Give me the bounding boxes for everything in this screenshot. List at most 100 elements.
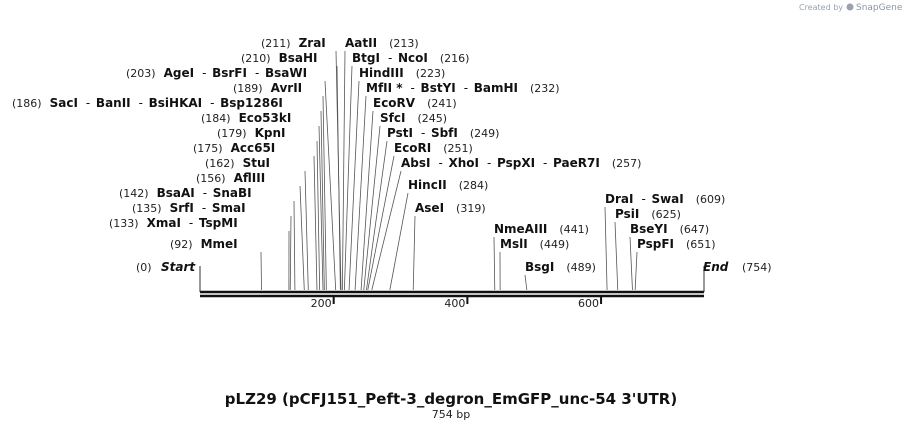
site-row-right-2: (223) HindIII	[359, 66, 445, 80]
enzyme-name: BsrFI	[212, 66, 247, 80]
leader-line-right-14	[604, 206, 608, 291]
end-label: End	[703, 260, 729, 274]
enzyme-name: BsaHI	[279, 51, 318, 65]
site-row-left-4: (186) SacI - BanII - BsiHKAI - Bsp1286I	[12, 96, 283, 110]
site-position: (189)	[233, 82, 263, 95]
leader-line-right-1	[343, 65, 353, 291]
snapgene-logo-icon	[846, 3, 854, 11]
site-position: (186)	[12, 97, 42, 110]
enzyme-name: AvrII	[271, 81, 303, 95]
enzyme-name: BamHI	[474, 81, 518, 95]
enzyme-name: HincII	[408, 178, 447, 192]
enzyme-name: NmeAIII	[494, 222, 547, 236]
leader-line-right-0	[341, 50, 346, 291]
leader-line-left-2	[324, 80, 337, 291]
enzyme-name: SfcI	[380, 111, 405, 125]
site-position: (135)	[132, 202, 162, 215]
site-row-right-1: (216) BtgI - NcoI	[352, 51, 469, 65]
enzyme-name: XmaI	[147, 216, 181, 230]
site-row-right-6: (249) PstI - SbfI	[387, 126, 499, 140]
site-separator: -	[139, 96, 143, 110]
tick-label-600: 600	[578, 297, 599, 310]
enzyme-name: MmeI	[201, 237, 238, 251]
site-position: (609)	[696, 193, 726, 206]
brand-name: SnapGene	[856, 3, 903, 13]
site-position: (179)	[217, 127, 247, 140]
site-row-left-1: (210) BsaHI	[241, 51, 318, 65]
site-position: (156)	[196, 172, 226, 185]
plasmid-title: pLZ29 (pCFJ151_Peft-3_degron_EmGFP_unc-5…	[225, 390, 677, 408]
site-row-right-5: (245) SfcI	[380, 111, 447, 125]
leader-line-left-10	[293, 200, 296, 291]
enzyme-name: BsaAI	[157, 186, 195, 200]
site-row-left-12: (133) XmaI - TspMI	[109, 216, 238, 230]
site-position: (449)	[540, 238, 570, 251]
site-row-left-2: (203) AgeI - BsrFI - BsaWI	[126, 66, 307, 80]
site-row-right-0: (213) AatII	[345, 36, 419, 50]
site-row-left-6: (179) KpnI	[217, 126, 286, 140]
site-separator: -	[202, 201, 206, 215]
leader-line-right-6	[366, 140, 388, 291]
leader-line-left-3	[322, 95, 327, 291]
site-position: (647)	[680, 223, 710, 236]
site-position: (211)	[261, 37, 291, 50]
site-position: (210)	[241, 52, 271, 65]
enzyme-name: TspMI	[199, 216, 238, 230]
leader-line-right-7	[367, 155, 395, 291]
site-position: (203)	[126, 67, 156, 80]
site-separator: -	[641, 192, 645, 206]
site-row-right-9: (284) HincII	[408, 178, 488, 192]
enzyme-name: HindIII	[359, 66, 404, 80]
site-position: (216)	[440, 52, 470, 65]
site-row-right-12: (449) MslI	[500, 237, 569, 251]
enzyme-name: AatII	[345, 36, 377, 50]
enzyme-name: BsiHKAI	[149, 96, 203, 110]
site-position: (651)	[686, 238, 716, 251]
site-row-left-10: (142) BsaAI - SnaBI	[119, 186, 252, 200]
leader-line-right-2	[348, 80, 360, 291]
site-row-right-10: (319) AseI	[415, 201, 486, 215]
site-position: (284)	[459, 179, 489, 192]
site-position: (213)	[389, 37, 419, 50]
enzyme-name: DraI	[605, 192, 633, 206]
enzyme-name: PaeR7I	[553, 156, 600, 170]
start-label: Start	[161, 260, 196, 274]
site-row-right-7: (251) EcoRI	[394, 141, 473, 155]
enzyme-name: MslI	[500, 237, 528, 251]
site-row-left-8: (162) StuI	[205, 156, 270, 170]
enzyme-name: StuI	[243, 156, 270, 170]
site-separator: -	[464, 81, 468, 95]
leader-line-right-16	[629, 236, 633, 291]
enzyme-name: SnaBI	[213, 186, 252, 200]
site-separator: -	[210, 96, 214, 110]
site-row-right-15: (625) PsiI	[615, 207, 681, 221]
site-separator: -	[411, 81, 415, 95]
site-separator: -	[388, 51, 392, 65]
enzyme-name: EcoRV	[373, 96, 416, 110]
site-separator: -	[255, 66, 259, 80]
end-position: (754)	[742, 261, 772, 274]
site-leader-lines	[260, 50, 638, 291]
leader-line-right-8	[371, 170, 402, 291]
enzyme-name: PsiI	[615, 207, 639, 221]
enzyme-name: AflIII	[234, 171, 266, 185]
enzyme-name: Acc65I	[231, 141, 276, 155]
enzyme-name: Bsp1286I	[220, 96, 283, 110]
enzyme-name: MfII *	[366, 81, 403, 95]
leader-line-right-15	[614, 221, 619, 291]
credit-text: Created by	[799, 3, 843, 12]
enzyme-name: AgeI	[164, 66, 194, 80]
site-row-right-8: (257)AbsI - XhoI - PspXI - PaeR7I	[401, 156, 641, 170]
site-row-left-13: (92) MmeI	[170, 237, 238, 251]
leader-line-right-10	[412, 215, 416, 291]
enzyme-name: BstYI	[421, 81, 456, 95]
site-row-left-0: (211) ZraI	[261, 36, 326, 50]
tick-label-200: 200	[311, 297, 332, 310]
site-position: (257)	[612, 157, 642, 170]
site-separator: -	[543, 156, 547, 170]
plasmid-size: 754 bp	[432, 408, 470, 421]
site-row-right-11: (441) NmeAIII	[494, 222, 589, 236]
site-separator: -	[421, 126, 425, 140]
enzyme-name: NcoI	[398, 51, 428, 65]
site-separator: -	[487, 156, 491, 170]
